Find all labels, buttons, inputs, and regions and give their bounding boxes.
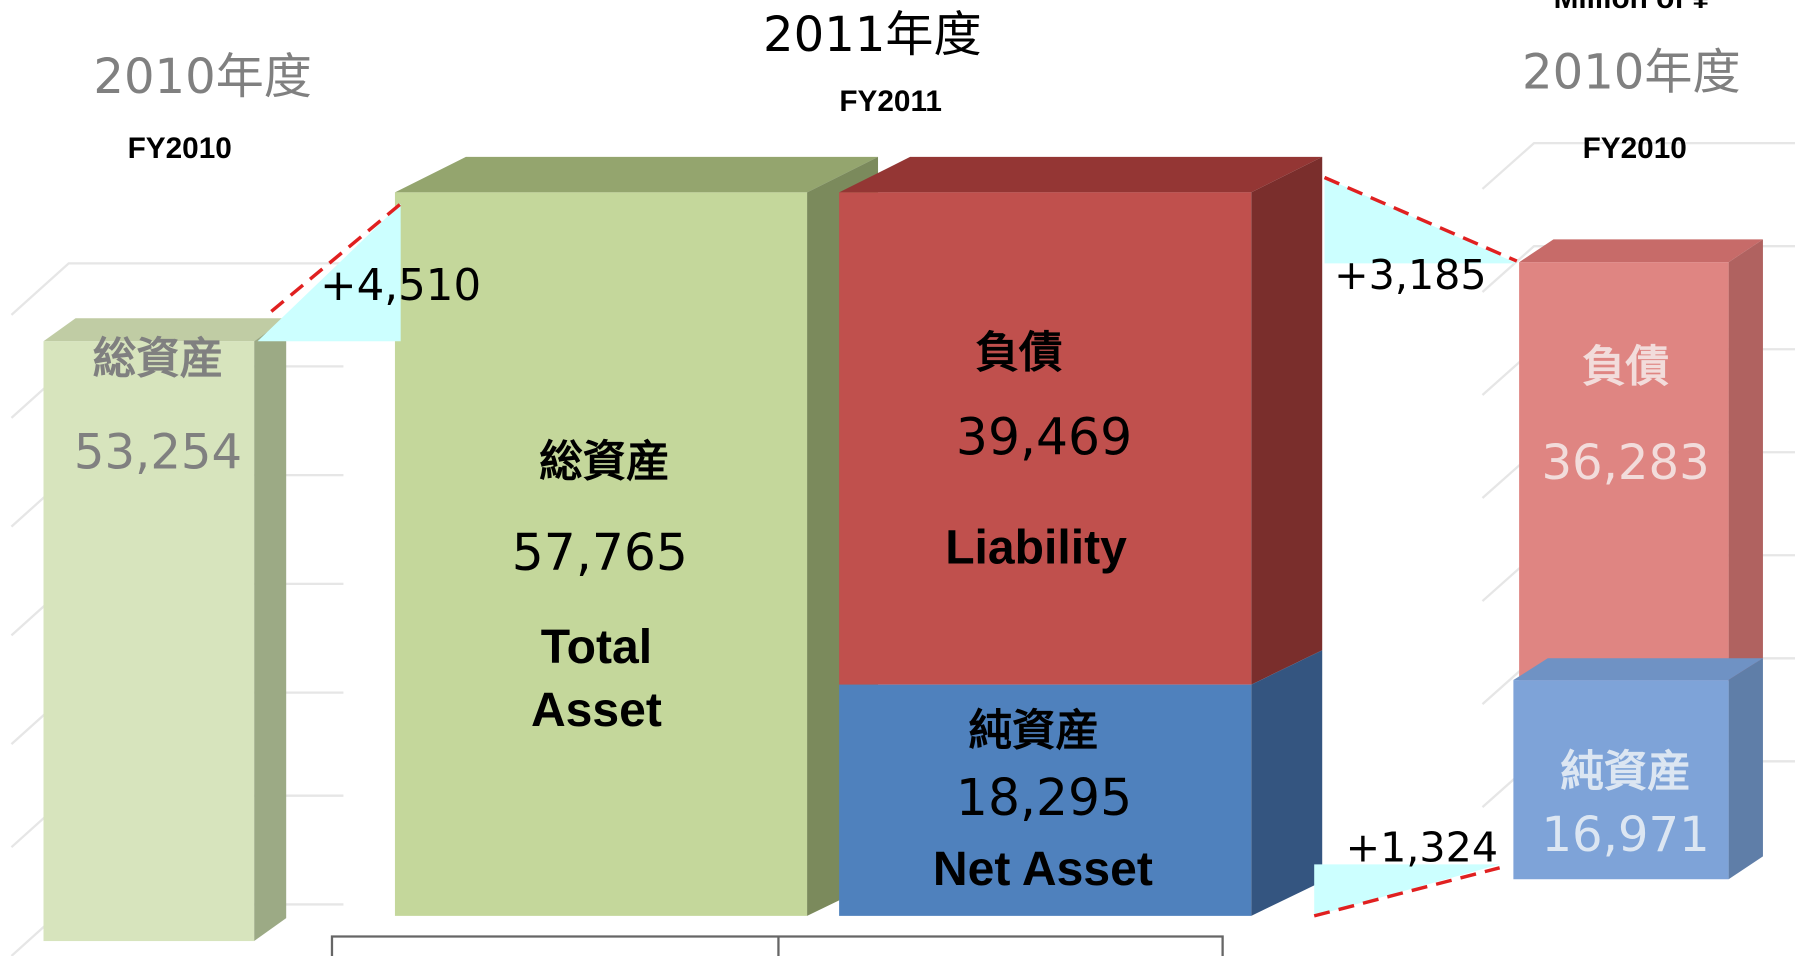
- year-en: FY2011: [839, 85, 942, 118]
- year-en: FY2010: [1583, 132, 1687, 165]
- bar-label: 負債: [975, 330, 1062, 378]
- bar-label: 純資産: [1560, 749, 1691, 797]
- bar-label-en: Total: [541, 620, 652, 674]
- bar-label-en: Liability: [945, 520, 1127, 574]
- bar-label: 負債: [1582, 343, 1669, 391]
- year-jp: 2010年度: [1522, 45, 1741, 101]
- change-label: +4,510: [320, 261, 481, 311]
- bar-value: 18,295: [956, 768, 1132, 827]
- bar-label-en: Net Asset: [933, 842, 1153, 896]
- change-label: +1,324: [1346, 824, 1498, 872]
- bar-right-liability: [1519, 239, 1763, 682]
- bar-value: 36,283: [1541, 435, 1709, 491]
- footer-table: [330, 935, 1224, 956]
- bar-center-liability: [839, 156, 1323, 685]
- bar-center-net: [839, 650, 1323, 916]
- bar-left-total: [43, 318, 287, 942]
- change-label: +3,185: [1334, 251, 1486, 299]
- bar-value: 39,469: [956, 407, 1132, 466]
- bar-label: 総資産: [93, 335, 224, 383]
- bar-right-net: [1513, 658, 1763, 880]
- bar-value: 16,971: [1541, 807, 1709, 863]
- year-jp: 2011年度: [763, 7, 982, 63]
- year-en: FY2010: [128, 132, 232, 165]
- bar-value: 57,765: [512, 523, 688, 582]
- unit-label: Million of ¥: [1554, 0, 1710, 15]
- bar-label-en: Asset: [531, 683, 662, 737]
- bar-label: 総資産: [539, 438, 670, 486]
- bar-label: 純資産: [968, 707, 1099, 755]
- bar-value: 53,254: [74, 425, 242, 481]
- year-jp: 2010年度: [93, 49, 312, 105]
